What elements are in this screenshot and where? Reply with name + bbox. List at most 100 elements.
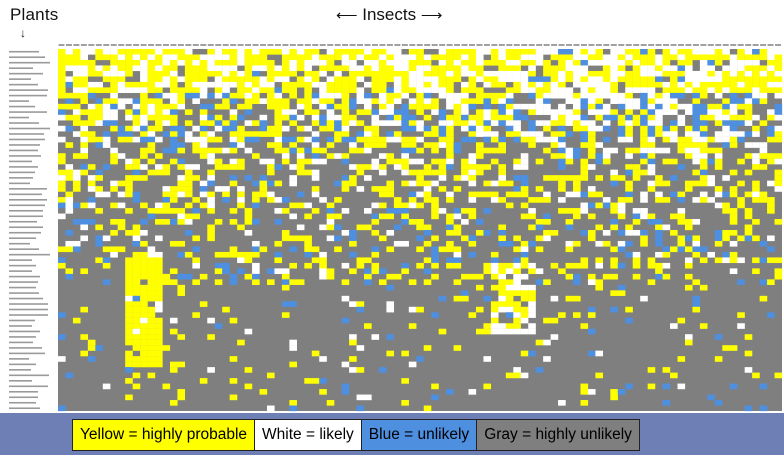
heatmap-cell bbox=[132, 251, 141, 258]
heatmap-cell bbox=[729, 120, 738, 126]
heatmap-cell bbox=[169, 54, 178, 61]
heatmap-cell bbox=[222, 49, 230, 55]
heatmap-cell bbox=[647, 153, 656, 159]
heatmap-cell bbox=[505, 109, 514, 115]
heatmap-cell bbox=[117, 202, 126, 209]
heatmap-cell bbox=[393, 54, 402, 61]
heatmap-cell bbox=[684, 235, 693, 242]
heatmap-cell bbox=[446, 98, 454, 104]
heatmap-cell bbox=[647, 120, 656, 126]
heatmap-cell bbox=[140, 103, 148, 110]
heatmap-cell bbox=[184, 191, 193, 198]
heatmap-cell bbox=[125, 290, 133, 296]
heatmap-cell bbox=[364, 175, 372, 181]
heatmap-cell bbox=[655, 251, 663, 258]
heatmap-cell bbox=[259, 246, 268, 253]
heatmap-cell bbox=[453, 59, 462, 66]
heatmap-cell bbox=[446, 54, 454, 61]
heatmap-cell bbox=[319, 65, 327, 72]
heatmap-cell bbox=[587, 389, 596, 395]
heatmap-cell bbox=[610, 180, 618, 187]
heatmap-cell bbox=[177, 251, 186, 258]
column-label bbox=[580, 44, 587, 46]
heatmap-cell bbox=[386, 208, 395, 214]
row-label bbox=[9, 111, 47, 113]
heatmap-cell bbox=[647, 87, 656, 94]
heatmap-cell bbox=[58, 59, 66, 66]
heatmap-cell bbox=[729, 59, 738, 66]
heatmap-cell bbox=[259, 389, 268, 395]
heatmap-cell bbox=[714, 131, 723, 137]
heatmap-cell bbox=[490, 328, 499, 335]
heatmap-cell bbox=[632, 251, 641, 258]
heatmap-cell bbox=[580, 120, 589, 126]
heatmap-cell bbox=[393, 158, 402, 165]
heatmap-cell bbox=[684, 54, 693, 61]
heatmap-cell bbox=[117, 59, 126, 66]
legend-gray: Gray = highly unlikely bbox=[477, 420, 639, 450]
heatmap-cell bbox=[632, 213, 641, 220]
heatmap-cell bbox=[722, 208, 730, 214]
heatmap-cell bbox=[334, 81, 342, 88]
heatmap-cell bbox=[550, 262, 559, 269]
heatmap-cell bbox=[490, 81, 499, 88]
heatmap-cell bbox=[573, 312, 581, 318]
heatmap-cell bbox=[520, 213, 529, 220]
heatmap-cell bbox=[632, 98, 641, 104]
heatmap-cell bbox=[378, 202, 387, 209]
heatmap-cell bbox=[468, 54, 477, 61]
heatmap-cell bbox=[699, 92, 708, 99]
heatmap-cell bbox=[729, 114, 738, 121]
heatmap-cell bbox=[692, 125, 701, 132]
heatmap-cell bbox=[155, 87, 163, 94]
heatmap-cell bbox=[595, 142, 604, 148]
heatmap-cell bbox=[147, 76, 156, 83]
heatmap-cell bbox=[632, 219, 641, 225]
heatmap-cell bbox=[498, 92, 506, 99]
heatmap-cell bbox=[617, 136, 626, 143]
heatmap-cell bbox=[125, 81, 133, 88]
heatmap-cell bbox=[155, 153, 163, 159]
heatmap-cell bbox=[311, 49, 320, 55]
heatmap-cell bbox=[490, 257, 499, 264]
heatmap-cell bbox=[326, 54, 335, 61]
heatmap-cell bbox=[87, 219, 96, 225]
heatmap-cell bbox=[498, 268, 506, 275]
heatmap-cell bbox=[550, 153, 559, 159]
heatmap-cell bbox=[475, 92, 484, 99]
heatmap-cell bbox=[95, 191, 103, 198]
heatmap-cell bbox=[341, 114, 350, 121]
heatmap-cell bbox=[326, 81, 335, 88]
heatmap-cell bbox=[498, 328, 506, 335]
heatmap-cell bbox=[662, 367, 671, 373]
heatmap-cell bbox=[520, 251, 529, 258]
heatmap-cell bbox=[58, 175, 66, 181]
heatmap-cell bbox=[752, 235, 760, 242]
heatmap-cell bbox=[655, 191, 663, 198]
heatmap-cell bbox=[266, 142, 275, 148]
heatmap-cell bbox=[132, 240, 141, 247]
heatmap-cell bbox=[259, 87, 268, 94]
heatmap-cell bbox=[117, 180, 126, 187]
heatmap-cell bbox=[759, 92, 768, 99]
heatmap-cell bbox=[237, 103, 245, 110]
heatmap-cell bbox=[468, 191, 477, 198]
heatmap-cell bbox=[699, 70, 708, 77]
heatmap-cell bbox=[207, 153, 215, 159]
heatmap-cell bbox=[655, 240, 663, 247]
column-label bbox=[491, 44, 498, 46]
heatmap-cell bbox=[289, 70, 297, 77]
heatmap-cell bbox=[281, 158, 290, 165]
heatmap-cell bbox=[237, 131, 245, 137]
heatmap-cell bbox=[274, 208, 283, 214]
heatmap-cell bbox=[125, 114, 133, 121]
heatmap-cell bbox=[155, 59, 163, 66]
row-label bbox=[9, 275, 40, 278]
heatmap-cell bbox=[744, 65, 753, 72]
heatmap-cell bbox=[744, 87, 753, 94]
heatmap-cell bbox=[655, 235, 663, 242]
heatmap-cell bbox=[617, 284, 626, 291]
column-label bbox=[371, 44, 378, 46]
heatmap-cell bbox=[110, 54, 118, 61]
heatmap-cell bbox=[72, 103, 81, 110]
